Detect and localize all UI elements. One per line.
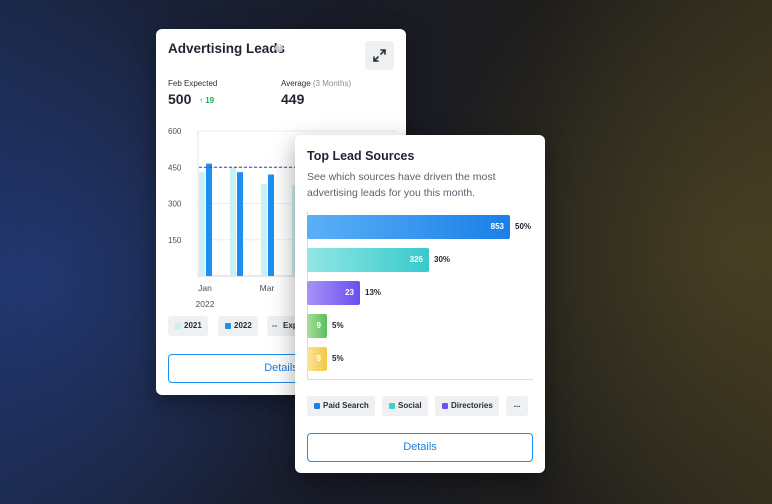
y-tick-label: 300 xyxy=(168,200,182,209)
feb-expected-delta: ↑ 19 xyxy=(199,96,215,105)
bar-value-label: 9 xyxy=(316,321,321,330)
chart-bar-2022 xyxy=(206,163,212,276)
chart-bar-2022 xyxy=(237,172,243,276)
lead-source-bar[interactable]: 853 xyxy=(307,215,510,239)
chart-bar-2021 xyxy=(199,172,205,276)
bar-value-label: 9 xyxy=(316,354,321,363)
x-tick-label: Jan xyxy=(198,283,212,293)
bar-percent-label: 13% xyxy=(365,288,382,297)
x-tick-label: Mar xyxy=(260,283,275,293)
legend-swatch xyxy=(314,403,320,409)
legend-chip-expected[interactable]: -- Exp xyxy=(267,316,304,336)
bar-percent-label: 50% xyxy=(515,222,532,231)
details-button[interactable]: Details xyxy=(307,433,533,462)
more-legend-button[interactable]: ... xyxy=(506,396,528,416)
y-tick-label: 450 xyxy=(168,163,182,172)
x-axis-line xyxy=(307,379,533,380)
legend-chip-directories[interactable]: Directories xyxy=(435,396,499,416)
lead-source-bar[interactable]: 9 xyxy=(307,314,327,338)
y-tick-label: 600 xyxy=(168,127,182,136)
card-title: Top Lead Sources xyxy=(307,149,415,163)
legend-swatch xyxy=(175,323,181,329)
card-description: See which sources have driven the most a… xyxy=(307,171,496,199)
bar-percent-label: 5% xyxy=(332,321,344,330)
chart-bar-2021 xyxy=(230,167,236,276)
y-tick-label: 150 xyxy=(168,236,182,245)
arrow-up-icon: ↑ xyxy=(199,96,203,105)
dashed-line-icon: -- xyxy=(272,321,278,330)
legend-swatch xyxy=(442,403,448,409)
feb-expected-value: 500 xyxy=(168,91,192,107)
feb-expected-label: Feb Expected xyxy=(168,79,218,88)
top-lead-sources-card: Top Lead Sources See which sources have … xyxy=(295,135,545,473)
card-title: Advertising Leads xyxy=(168,41,286,56)
legend-chip-social[interactable]: Social xyxy=(382,396,428,416)
legend-swatch xyxy=(225,323,231,329)
bar-value-label: 23 xyxy=(345,288,354,297)
legend-chip-paid-search[interactable]: Paid Search xyxy=(307,396,375,416)
expand-button[interactable] xyxy=(365,41,394,70)
chart-bar-2021 xyxy=(261,184,267,276)
bar-percent-label: 30% xyxy=(434,255,451,264)
average-value: 449 xyxy=(281,91,305,107)
lead-source-bar[interactable]: 23 xyxy=(307,281,360,305)
bar-percent-label: 5% xyxy=(332,354,344,363)
legend-chip-2021[interactable]: 2021 xyxy=(168,316,208,336)
bar-value-label: 326 xyxy=(409,255,423,264)
x-year-label: 2022 xyxy=(196,299,215,309)
lead-source-bar[interactable]: 9 xyxy=(307,347,327,371)
bar-value-label: 853 xyxy=(490,222,504,231)
legend-swatch xyxy=(389,403,395,409)
advertising-leads-chart: 150300450600JanMarMay2022 xyxy=(168,127,396,309)
lead-source-bar[interactable]: 326 xyxy=(307,248,429,272)
expand-arrows-icon xyxy=(373,49,386,62)
chart-bar-2022 xyxy=(268,174,274,276)
legend-chip-2022[interactable]: 2022 xyxy=(218,316,258,336)
question-circle-icon[interactable]: ? xyxy=(275,44,283,52)
average-label: Average (3 Months) xyxy=(281,79,352,88)
